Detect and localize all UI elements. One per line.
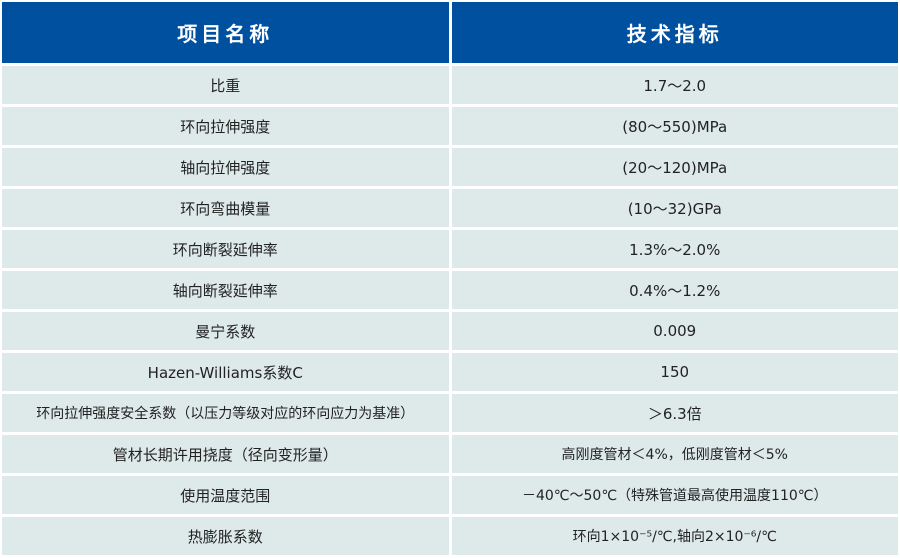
table-row: 使用温度范围 －40℃～50℃（特殊管道最高使用温度110℃） [2,476,898,514]
item-name-cell: 轴向断裂延伸率 [2,271,449,309]
item-name-cell: 轴向拉伸强度 [2,148,449,186]
spec-value-cell: 0.009 [451,312,898,350]
header-item-name: 项目名称 [2,2,449,63]
spec-value-cell: －40℃～50℃（特殊管道最高使用温度110℃） [451,476,898,514]
spec-value-cell: (20～120)MPa [451,148,898,186]
table-row: 热膨胀系数 环向1×10⁻⁵/℃,轴向2×10⁻⁶/℃ [2,517,898,555]
table-row: 环向弯曲模量 (10～32)GPa [2,189,898,227]
table-row: 轴向断裂延伸率 0.4%～1.2% [2,271,898,309]
spec-value-cell: 0.4%～1.2% [451,271,898,309]
table-row: 曼宁系数 0.009 [2,312,898,350]
spec-value-cell: 1.3%～2.0% [451,230,898,268]
item-name-cell: 热膨胀系数 [2,517,449,555]
item-name-cell: 曼宁系数 [2,312,449,350]
item-name-cell: 比重 [2,66,449,104]
item-name-cell: 环向拉伸强度安全系数（以压力等级对应的环向应力为基准） [2,394,449,432]
item-name-cell: 环向断裂延伸率 [2,230,449,268]
spec-value-cell: (10～32)GPa [451,189,898,227]
header-spec: 技术指标 [451,2,898,63]
table-row: 管材长期许用挠度（径向变形量） 高刚度管材＜4%，低刚度管材＜5% [2,435,898,473]
item-name-cell: 管材长期许用挠度（径向变形量） [2,435,449,473]
item-name-cell: Hazen-Williams系数C [2,353,449,391]
spec-value-cell: ＞6.3倍 [451,394,898,432]
spec-value-cell: 150 [451,353,898,391]
table-row: 环向拉伸强度 (80～550)MPa [2,107,898,145]
item-name-cell: 使用温度范围 [2,476,449,514]
spec-value-cell: 1.7～2.0 [451,66,898,104]
item-name-cell: 环向弯曲模量 [2,189,449,227]
table-row: 环向拉伸强度安全系数（以压力等级对应的环向应力为基准） ＞6.3倍 [2,394,898,432]
item-name-cell: 环向拉伸强度 [2,107,449,145]
spec-value-cell: 环向1×10⁻⁵/℃,轴向2×10⁻⁶/℃ [451,517,898,555]
table-row: 环向断裂延伸率 1.3%～2.0% [2,230,898,268]
spec-value-cell: (80～550)MPa [451,107,898,145]
table-row: 比重 1.7～2.0 [2,66,898,104]
table-row: 轴向拉伸强度 (20～120)MPa [2,148,898,186]
header-row: 项目名称 技术指标 [2,2,898,63]
table-row: Hazen-Williams系数C 150 [2,353,898,391]
spec-value-cell: 高刚度管材＜4%，低刚度管材＜5% [451,435,898,473]
